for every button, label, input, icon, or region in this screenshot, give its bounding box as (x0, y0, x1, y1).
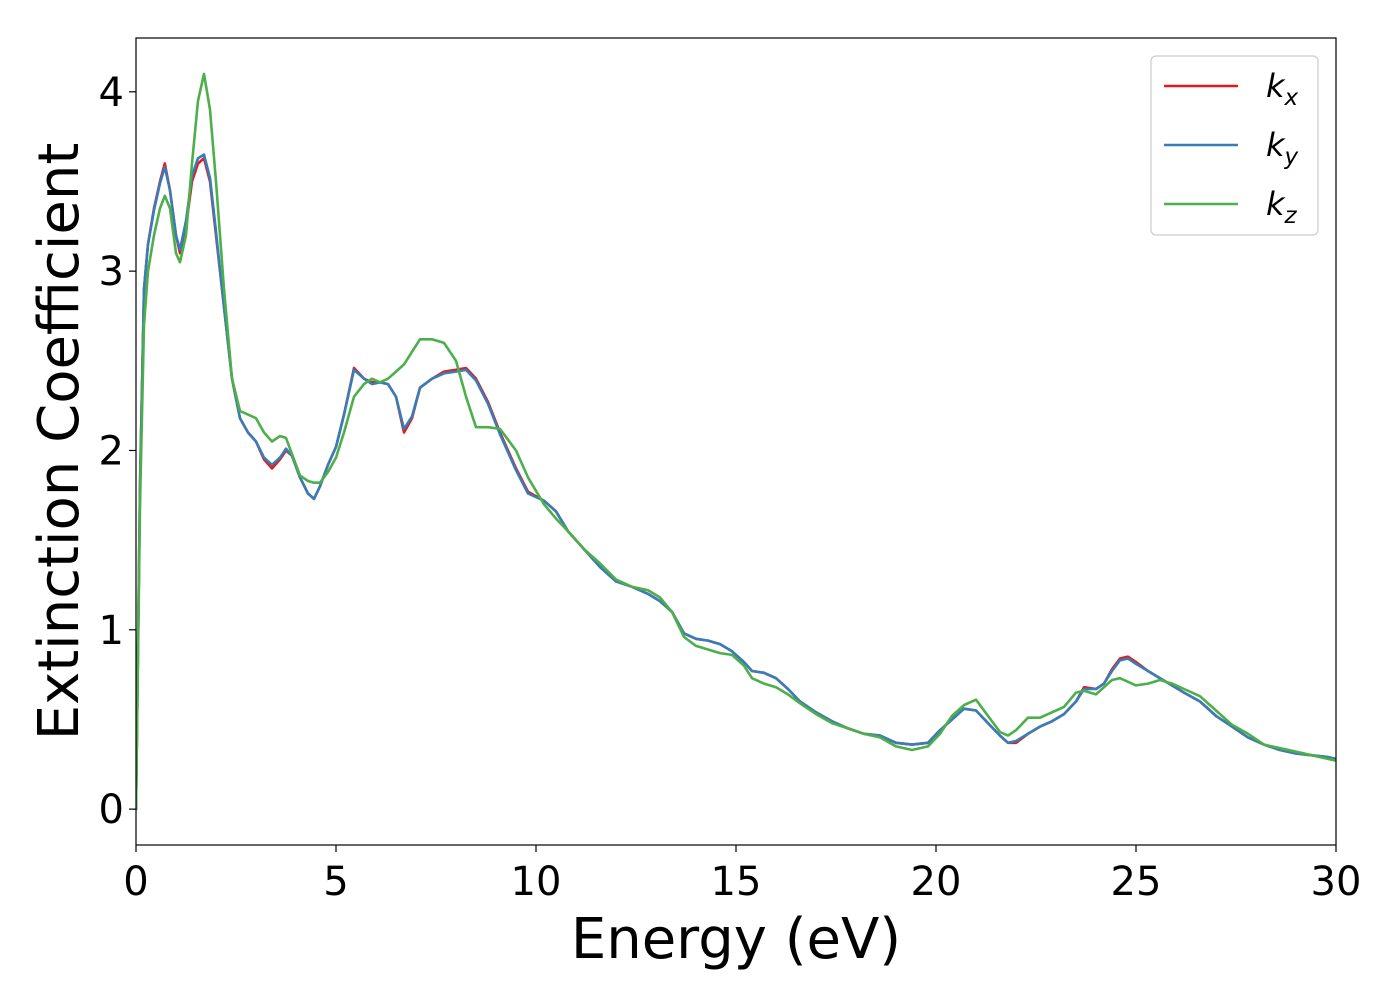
legend-label: ky (1266, 126, 1299, 170)
legend-label-base: k (1266, 67, 1286, 105)
x-tick-label: 5 (323, 859, 348, 905)
y-tick-label: 1 (99, 608, 124, 654)
legend-label-subscript: y (1284, 144, 1299, 170)
x-axis-title: Energy (eV) (571, 907, 901, 972)
y-tick-label: 2 (99, 428, 124, 474)
legend-label-base: k (1266, 185, 1286, 223)
y-tick-label: 3 (99, 249, 124, 295)
series-line-k-z (136, 72, 1336, 811)
legend-label-subscript: z (1284, 203, 1298, 229)
x-tick-label: 0 (123, 859, 148, 905)
x-tick-label: 30 (1311, 859, 1362, 905)
y-tick-label: 4 (99, 70, 124, 116)
x-tick-label: 25 (1111, 859, 1162, 905)
x-tick-label: 20 (911, 859, 962, 905)
plot-area (136, 72, 1336, 811)
y-axis-title: Extinction Coefficient (27, 143, 92, 741)
axes: 0 5 10 15 20 25 30 0 1 2 3 4 (99, 37, 1362, 905)
legend-label: kx (1266, 67, 1299, 111)
x-tick-label: 10 (511, 859, 562, 905)
legend-label-base: k (1266, 126, 1286, 164)
legend-label-subscript: x (1284, 85, 1299, 111)
legend-label: kz (1266, 185, 1298, 229)
x-tick-label: 15 (711, 859, 762, 905)
y-tick-label: 0 (99, 787, 124, 833)
